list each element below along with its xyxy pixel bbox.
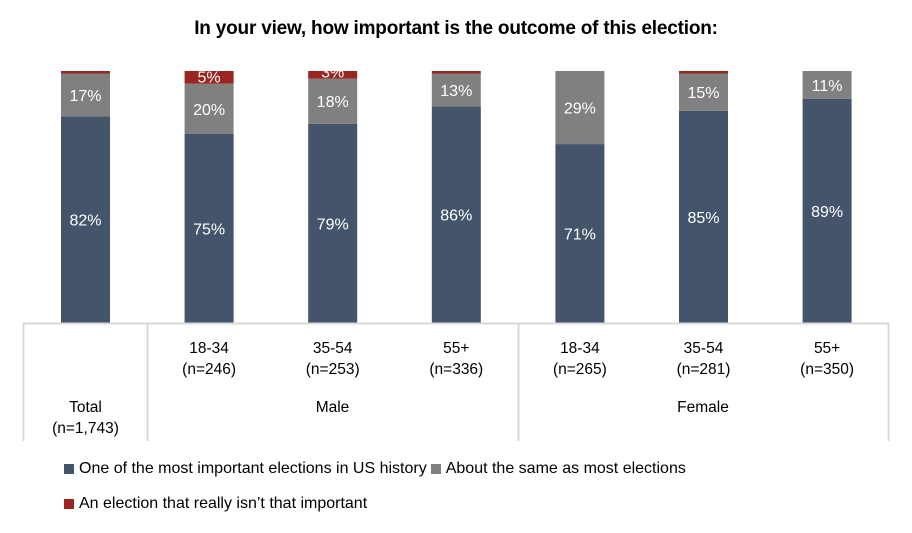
legend-label: About the same as most elections	[445, 460, 686, 477]
category-sample-size: (n=1,743)	[52, 420, 119, 437]
category-name: Total	[69, 399, 102, 416]
bar-segment-male-35-54-series-1	[308, 78, 358, 124]
category-label-female-18-34: 18-34 (n=265)	[525, 338, 635, 380]
group-label-male: Male	[315, 399, 350, 416]
data-label: 82%	[69, 213, 101, 230]
data-label: 89%	[811, 204, 843, 221]
data-label: 71%	[564, 227, 596, 244]
bar-segment-male-55-series-2	[431, 71, 481, 74]
category-name: 18-34	[189, 340, 229, 357]
data-label: 20%	[193, 102, 225, 119]
bar-segment-female-18-34-series-1	[555, 71, 605, 145]
bar-segment-male-35-54-series-0	[308, 123, 358, 323]
category-sample-size: (n=336)	[429, 361, 484, 378]
category-sample-size: (n=281)	[676, 361, 731, 378]
legend-item-not-important: An election that really isn’t that impor…	[64, 495, 367, 513]
data-label: 17%	[69, 88, 101, 105]
legend-row-2: An election that really isn’t that impor…	[64, 495, 371, 513]
legend-item-about-same: About the same as most elections	[430, 460, 686, 478]
bar-segment-female-18-34-series-0	[555, 144, 605, 323]
data-label: 85%	[687, 210, 719, 227]
bar-segment-male-18-34-series-0	[184, 134, 234, 323]
category-name: 55+	[813, 340, 841, 357]
bar-segment-male-18-34-series-2	[184, 71, 234, 84]
bars-layer: 82% 17% 75% 20% 5% 79% 18% 3% 86% 13% 71% 29% 85% 15%…	[61, 65, 852, 323]
legend-item-most-important: One of the most important elections in U…	[64, 460, 427, 478]
bar-segment-male-55-series-0	[431, 106, 481, 323]
category-name: 35-54	[683, 340, 724, 357]
data-label: 29%	[564, 101, 596, 118]
data-label: 13%	[440, 83, 472, 100]
bar-segment-female-35-54-series-0	[679, 110, 728, 323]
chart-title: In your view, how important is the outco…	[194, 18, 718, 39]
data-label: 5%	[198, 70, 221, 87]
legend-label: One of the most important elections in U…	[79, 460, 427, 477]
category-label-total-total: Total (n=1,743)	[31, 397, 141, 439]
bar-segment-total-total-series-2	[61, 71, 110, 74]
category-name: 55+	[443, 340, 470, 357]
category-sample-size: (n=246)	[182, 361, 237, 378]
data-label: 3%	[321, 65, 344, 82]
category-label-male-35-54: 35-54 (n=253)	[278, 338, 388, 380]
bar-segment-male-18-34-series-1	[184, 83, 234, 134]
bar-segment-female-35-54-series-1	[679, 73, 728, 111]
bar-segment-male-55-series-1	[431, 73, 481, 107]
data-label: 75%	[193, 222, 225, 239]
category-name: 18-34	[560, 340, 600, 357]
bar-segment-total-total-series-0	[61, 116, 110, 323]
legend-swatch-red	[64, 499, 74, 509]
data-label: 18%	[317, 94, 349, 111]
category-label-female-55: 55+ (n=350)	[772, 338, 882, 380]
category-sample-size: (n=350)	[800, 361, 855, 378]
data-label: 79%	[317, 216, 349, 233]
bar-segment-female-55-series-1	[802, 71, 852, 99]
category-sample-size: (n=253)	[305, 361, 360, 378]
bar-segment-male-35-54-series-2	[308, 71, 358, 79]
legend-swatch-grey	[430, 464, 441, 474]
axis-table-layer	[22, 322, 890, 441]
bar-segment-total-total-series-1	[61, 73, 110, 117]
category-label-female-35-54: 35-54 (n=281)	[649, 338, 759, 380]
category-sample-size: (n=265)	[552, 361, 607, 378]
legend-row-1: One of the most important elections in U…	[64, 460, 690, 478]
legend-swatch-navy	[64, 464, 74, 474]
legend-label: An election that really isn’t that impor…	[79, 495, 368, 512]
category-name: 35-54	[312, 340, 353, 357]
group-label-female: Female	[677, 399, 729, 416]
category-label-male-55: 55+ (n=336)	[401, 338, 511, 380]
bar-segment-female-35-54-series-2	[679, 71, 728, 74]
data-label: 11%	[812, 78, 843, 95]
data-label: 15%	[687, 85, 719, 102]
bar-segment-female-55-series-0	[802, 98, 852, 323]
category-label-male-18-34: 18-34 (n=246)	[154, 338, 264, 380]
data-label: 86%	[440, 208, 472, 225]
